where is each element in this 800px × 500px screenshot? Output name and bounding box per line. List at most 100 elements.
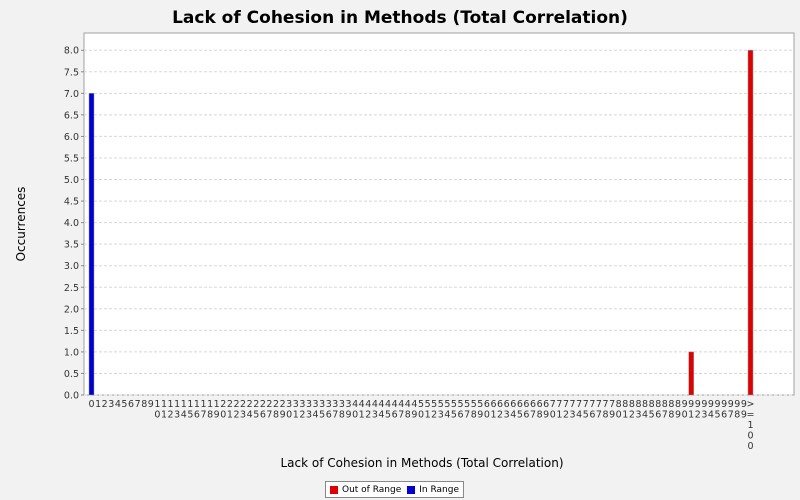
chart-title: Lack of Cohesion in Methods (Total Corre…: [172, 8, 628, 28]
y-tick-label: 6.5: [64, 110, 79, 121]
x-tick-label: 1: [95, 399, 101, 410]
y-tick-label: 2.0: [64, 304, 79, 315]
legend-swatch-out-of-range: [330, 485, 338, 494]
grid-layer: [84, 49, 794, 396]
bar-out-of-range-gtegte100: [747, 49, 754, 396]
x-tick-label: 0: [88, 399, 94, 410]
y-tick-label: 4.0: [64, 218, 79, 229]
y-tick-label: 5.5: [64, 153, 79, 164]
x-tick-label: 7: [135, 399, 141, 410]
y-tick-label: 6.0: [64, 132, 79, 143]
legend-swatch-in-range: [407, 485, 416, 494]
y-tick-label: 3.0: [64, 261, 79, 272]
x-tick-label: 5: [121, 399, 127, 410]
legend-item-out-of-range: Out of Range: [330, 485, 401, 495]
y-tick-label: 3.5: [64, 240, 79, 251]
y-tick-label: 1.0: [64, 347, 79, 358]
plot-area: [83, 32, 795, 396]
bar-in-range-0: [88, 93, 95, 396]
bar-layer: [88, 49, 754, 396]
y-tick-label: 7.5: [64, 67, 79, 78]
x-tick-label: 2: [102, 399, 108, 410]
x-tick-label: 9: [148, 399, 154, 410]
bar-out-of-range-91: [688, 351, 694, 396]
x-tick-label: 3: [108, 399, 114, 410]
y-tick-label: 1.5: [64, 326, 79, 337]
y-tick-label: 2.5: [64, 283, 79, 294]
x-axis-title: Lack of Cohesion in Methods (Total Corre…: [280, 456, 563, 470]
x-axis-ticks: 0 1 2 3 4 5 6 7 8 9 1 01 11 21 31 41 51 61 71 81 92 02 12 22 32 4…: [88, 399, 754, 452]
y-tick-label: 4.5: [64, 197, 79, 208]
x-tick-label: > = 1 0 0: [747, 399, 755, 452]
y-axis-title: Occurrences: [14, 187, 28, 262]
y-tick-label: 8.0: [64, 46, 79, 57]
y-tick-label: 0.0: [64, 391, 79, 402]
